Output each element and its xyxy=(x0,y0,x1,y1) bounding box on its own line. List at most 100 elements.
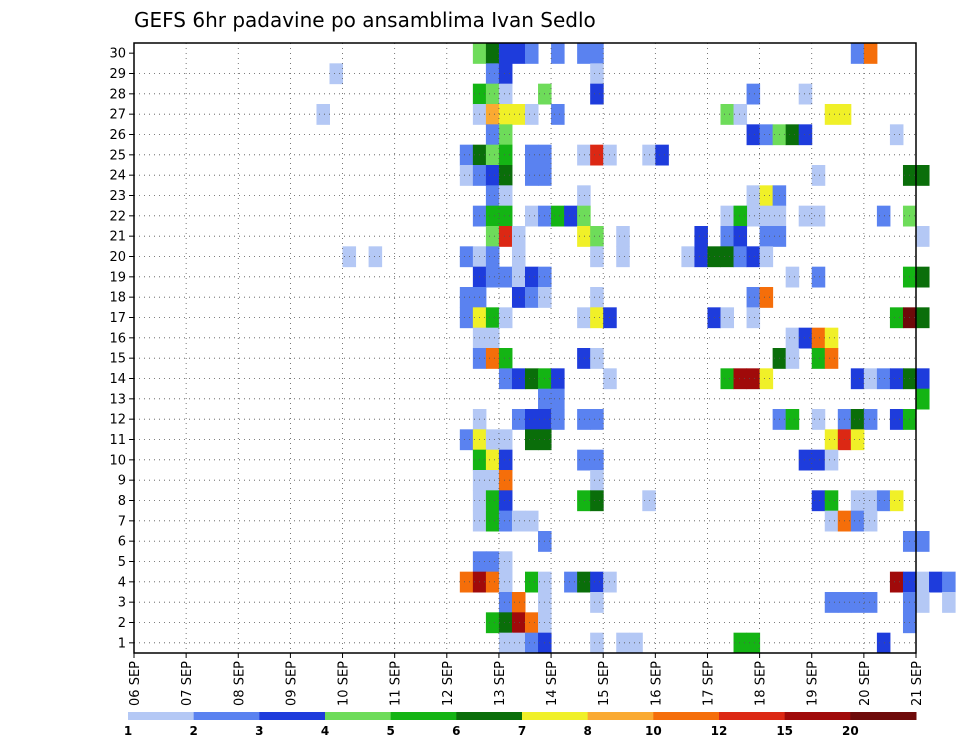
y-axis-ticks: 1234567891011121314151617181920212223242… xyxy=(109,47,134,651)
colorbar-label: 1 xyxy=(124,724,132,738)
colorbar-swatch xyxy=(719,712,786,720)
heatmap-cell xyxy=(916,531,930,552)
heatmap-cell xyxy=(498,185,513,207)
heatmap-cell xyxy=(551,104,565,125)
heatmap-cell xyxy=(850,409,865,430)
heatmap-cell xyxy=(916,368,930,390)
heatmap-cell xyxy=(485,205,500,227)
heatmap-cell xyxy=(759,124,774,146)
heatmap-cell xyxy=(485,83,500,105)
heatmap-cell xyxy=(733,104,748,125)
heatmap-cell xyxy=(720,226,735,247)
heatmap-cell xyxy=(577,348,591,369)
y-tick-label: 19 xyxy=(109,270,126,285)
heatmap-cell xyxy=(577,409,591,430)
heatmap-cell xyxy=(889,490,904,512)
heatmap-cell xyxy=(498,510,513,532)
heatmap-cell xyxy=(525,287,539,308)
heatmap-cell xyxy=(798,83,813,105)
heatmap-cell xyxy=(694,226,708,247)
heatmap-cell xyxy=(942,571,956,593)
x-tick-label: 15 SEP xyxy=(597,661,612,706)
heatmap-cell xyxy=(590,226,604,247)
y-tick-label: 21 xyxy=(109,230,126,245)
heatmap-cell xyxy=(498,63,513,85)
heatmap-cell xyxy=(850,429,865,451)
heatmap-cell xyxy=(511,510,526,532)
x-tick-label: 06 SEP xyxy=(128,661,143,706)
heatmap-cell xyxy=(551,368,565,390)
heatmap-cell xyxy=(616,246,630,268)
heatmap-cell xyxy=(889,307,904,329)
heatmap-cell xyxy=(525,429,539,451)
heatmap-cell xyxy=(459,429,474,451)
heatmap-cell xyxy=(525,612,539,634)
heatmap-cell xyxy=(616,226,630,247)
colorbar-label: 6 xyxy=(452,724,460,738)
heatmap-cell xyxy=(811,409,826,430)
heatmap-cell xyxy=(733,368,748,390)
heatmap-cell xyxy=(811,348,826,369)
heatmap-cell xyxy=(590,571,604,593)
y-tick-label: 10 xyxy=(109,453,126,468)
heatmap-cell xyxy=(485,144,500,166)
heatmap-cell xyxy=(590,449,604,471)
heatmap-cell xyxy=(811,205,826,227)
heatmap-cell xyxy=(485,124,500,146)
heatmap-cell xyxy=(681,246,695,268)
heatmap-cell xyxy=(498,429,513,451)
heatmap-cell xyxy=(785,124,800,146)
heatmap-cell xyxy=(511,409,526,430)
heatmap-cell xyxy=(459,144,474,166)
heatmap-cell xyxy=(511,43,526,64)
heatmap-cell xyxy=(759,205,774,227)
heatmap-cell xyxy=(746,205,761,227)
heatmap-cell xyxy=(720,368,735,390)
heatmap-cell xyxy=(824,327,839,349)
colorbar-label: 3 xyxy=(255,724,263,738)
heatmap-cell xyxy=(746,632,761,654)
heatmap-cell xyxy=(863,368,878,390)
x-tick-label: 13 SEP xyxy=(493,661,508,706)
heatmap-cell xyxy=(655,144,669,166)
heatmap-cell xyxy=(525,165,539,186)
heatmap-cell xyxy=(746,307,761,329)
heatmap-cell xyxy=(759,185,774,207)
colorbar-swatch xyxy=(325,712,392,720)
x-axis-ticks: 06 SEP 07 SEP 08 SEP 09 SEP 10 SEP 11 SEP 12 S… xyxy=(128,653,925,706)
heatmap-cell xyxy=(459,571,474,593)
heatmap-cell xyxy=(733,205,748,227)
heatmap-cell xyxy=(577,43,591,64)
heatmap-cell xyxy=(916,592,930,613)
heatmap-cell xyxy=(759,287,774,308)
heatmap-cell xyxy=(590,246,604,268)
heatmap-cell xyxy=(720,104,735,125)
heatmap-cell xyxy=(798,205,813,227)
heatmap-cell xyxy=(485,429,500,451)
heatmap-cell xyxy=(785,348,800,369)
heatmap-cell xyxy=(485,612,500,634)
heatmap-cell xyxy=(485,348,500,369)
heatmap-cell xyxy=(629,632,643,654)
heatmap-cell xyxy=(746,124,761,146)
heatmap-cell xyxy=(863,43,878,64)
heatmap-cell xyxy=(746,246,761,268)
x-tick-label: 08 SEP xyxy=(232,661,247,706)
heatmap-cell xyxy=(525,571,539,593)
heatmap-cell xyxy=(759,226,774,247)
heatmap-cell xyxy=(525,510,539,532)
heatmap-cell xyxy=(551,388,565,410)
heatmap-cell xyxy=(511,246,526,268)
heatmap-cell xyxy=(498,165,513,186)
y-tick-label: 5 xyxy=(118,555,126,570)
heatmap-cell xyxy=(485,490,500,512)
heatmap-cell xyxy=(876,490,891,512)
heatmap-cell xyxy=(485,104,500,125)
heatmap-cell xyxy=(485,246,500,268)
y-tick-label: 29 xyxy=(109,67,126,82)
heatmap-cell xyxy=(850,43,865,64)
colorbar-swatch xyxy=(390,712,457,720)
heatmap-cell xyxy=(916,266,930,288)
heatmap-cell xyxy=(759,246,774,268)
heatmap-cell xyxy=(551,409,565,430)
